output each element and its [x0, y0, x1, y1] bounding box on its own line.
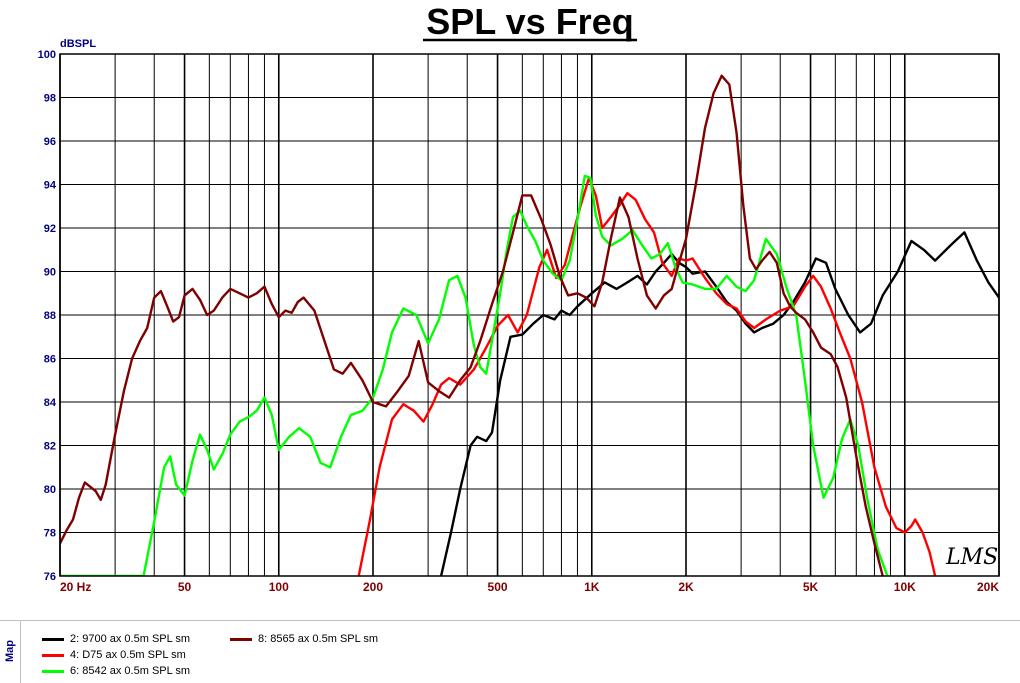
chart-title: SPL vs Freq — [426, 1, 633, 42]
map-label: Map — [4, 640, 16, 662]
lms-logo: LMS — [945, 545, 998, 570]
legend-item-d75[interactable]: 4: D75 ax 0.5m SPL sm — [42, 649, 186, 661]
x-tick-label: 200 — [363, 580, 383, 594]
x-tick-label: 500 — [488, 580, 508, 594]
x-tick-label: 20K — [977, 580, 999, 594]
y-tick-label: 100 — [38, 49, 56, 61]
x-tick-labels: 20 Hz 50 100 200 500 1K 2K 5K 10K 20K — [60, 580, 999, 594]
plot-frame — [59, 53, 1000, 577]
legend-label: 2: 9700 ax 0.5m SPL sm — [70, 633, 191, 645]
legend-swatch — [42, 637, 64, 641]
x-tick-label: 10K — [894, 580, 916, 594]
y-tick-label: 78 — [44, 528, 56, 540]
x-tick-label: 50 — [178, 580, 192, 594]
x-tick-label: 20 Hz — [60, 580, 91, 594]
legend-panel: Map 2: 9700 ax 0.5m SPL sm 8: 8565 ax 0.… — [0, 620, 1020, 683]
series-line — [357, 176, 937, 576]
y-tick-label: 94 — [44, 180, 57, 192]
y-tick-label: 82 — [44, 441, 56, 453]
legend-item-9700[interactable]: 2: 9700 ax 0.5m SPL sm — [42, 633, 190, 645]
x-tick-label: 2K — [678, 580, 694, 594]
y-tick-label: 80 — [44, 484, 56, 496]
legend-label: 4: D75 ax 0.5m SPL sm — [70, 649, 186, 661]
x-tick-label: 1K — [584, 580, 600, 594]
map-tab[interactable]: Map — [0, 621, 21, 683]
series-line — [439, 231, 999, 576]
y-tick-label: 90 — [44, 267, 56, 279]
y-axis-label: dBSPL — [60, 38, 96, 50]
y-tick-label: 92 — [44, 223, 56, 235]
y-tick-label: 88 — [44, 310, 56, 322]
legend-label: 6: 8542 ax 0.5m SPL sm — [70, 665, 191, 677]
legend-item-8565[interactable]: 8: 8565 ax 0.5m SPL sm — [230, 633, 378, 645]
y-tick-label: 86 — [44, 354, 56, 366]
y-tick-label: 76 — [44, 571, 56, 583]
legend-item-8542[interactable]: 6: 8542 ax 0.5m SPL sm — [42, 665, 190, 677]
y-tick-label: 84 — [44, 397, 57, 409]
series-line — [60, 74, 884, 576]
series-line — [60, 174, 889, 576]
series-lines — [60, 74, 999, 576]
legend-label: 8: 8565 ax 0.5m SPL sm — [258, 633, 379, 645]
y-tick-labels: 76 78 80 82 84 86 88 90 92 94 96 98 100 — [38, 49, 57, 583]
x-tick-label: 100 — [269, 580, 289, 594]
y-tick-label: 98 — [44, 93, 56, 105]
y-tick-label: 96 — [44, 136, 56, 148]
legend-swatch — [230, 637, 252, 641]
x-tick-label: 5K — [803, 580, 819, 594]
spl-chart: SPL vs Freq dBSPL 76 78 80 82 84 86 88 90 92 94 96… — [38, 1, 1000, 594]
legend-swatch — [42, 669, 64, 673]
legend-swatch — [42, 653, 64, 657]
